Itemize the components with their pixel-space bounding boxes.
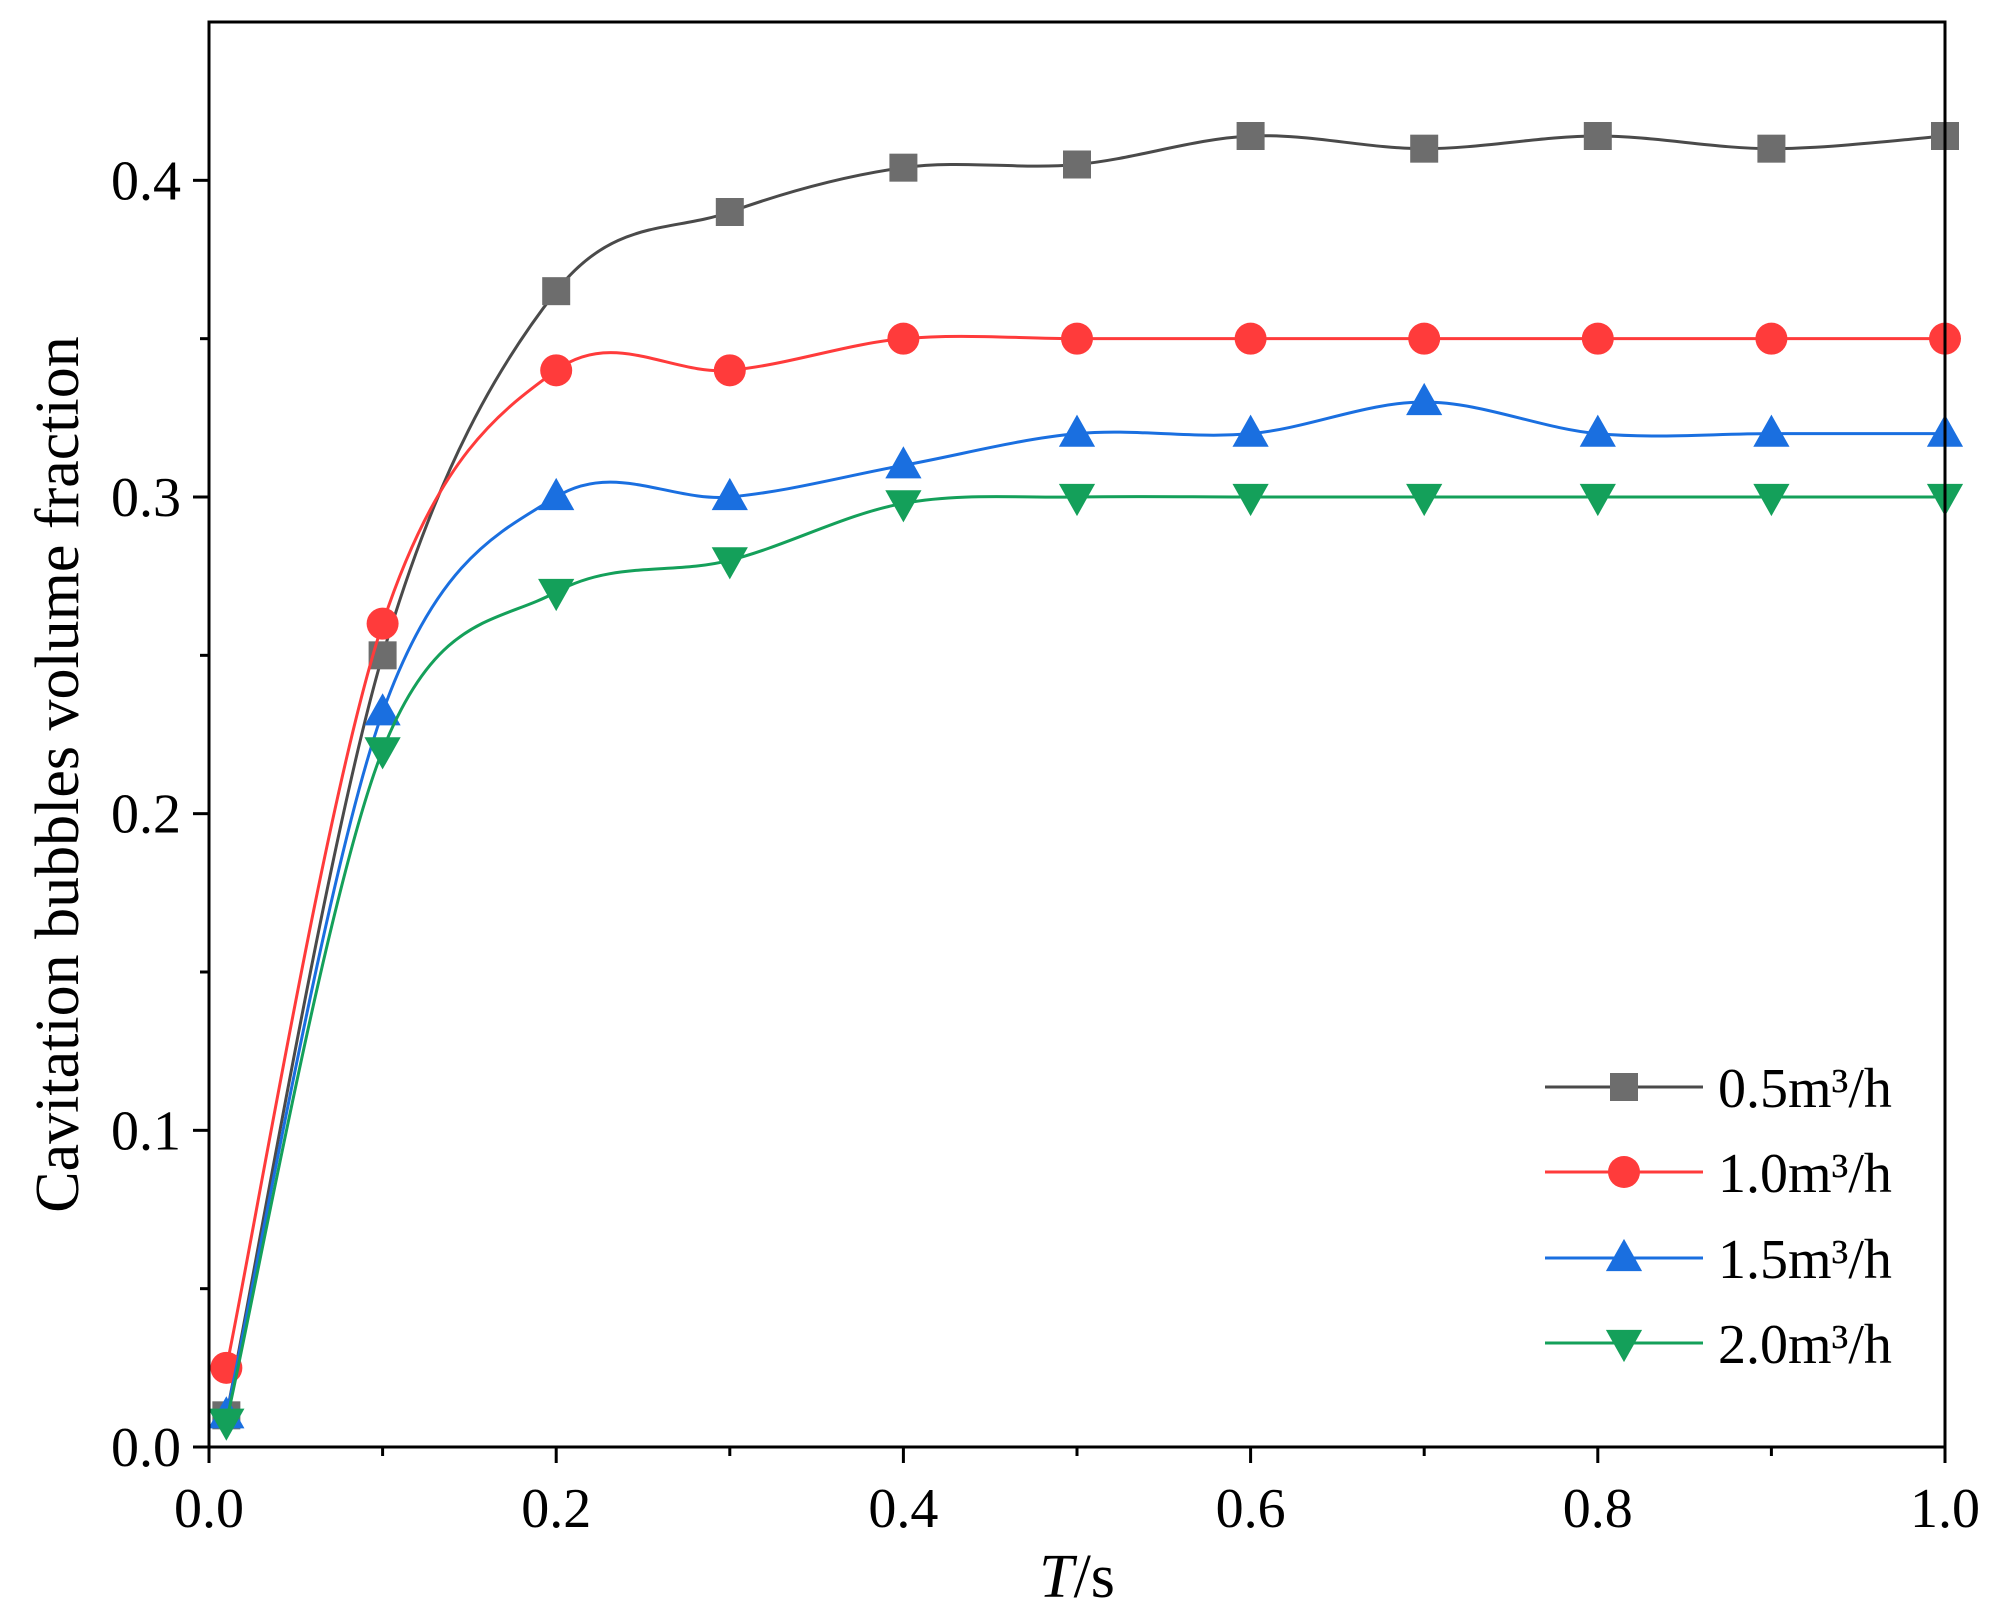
data-point-1-6 (1234, 322, 1267, 355)
axes-layer: 0.0 0.2 0.4 0.6 0.8 1.0 0.0 0.1 0.2 0.3 0.4 T/s Cavi… (24, 20, 1980, 1611)
data-point-3-4 (885, 490, 922, 523)
y-axis-title: Cavitation bubbles volume fraction (24, 336, 92, 1212)
y-tick-label: 0.3 (111, 467, 181, 529)
x-tick-label: 0.0 (174, 1478, 244, 1540)
data-point-2-7 (1406, 382, 1443, 416)
data-point-0-6 (1236, 122, 1265, 150)
x-tick-label: 1.0 (1910, 1478, 1980, 1540)
legend-label: 0.5m³/h (1718, 1058, 1892, 1120)
data-point-3-3 (711, 547, 748, 580)
series-layer (208, 122, 1964, 1441)
legend: 0.5m³/h 1.0m³/h 1.5m³/h 2.0m³/h (1545, 1058, 1892, 1376)
data-point-1-9 (1755, 322, 1788, 355)
data-point-3-7 (1406, 483, 1443, 517)
data-point-1-4 (887, 322, 920, 355)
legend-item-0: 0.5m³/h (1545, 1058, 1892, 1120)
data-point-3-6 (1232, 483, 1269, 517)
data-point-1-7 (1408, 322, 1441, 355)
data-point-0-9 (1757, 134, 1786, 163)
data-point-2-1 (364, 693, 401, 726)
y-tick-label: 0.4 (111, 150, 181, 212)
data-point-1-3 (713, 354, 746, 387)
data-point-0-4 (889, 153, 918, 182)
data-point-0-5 (1063, 150, 1091, 179)
data-point-2-9 (1753, 414, 1790, 447)
data-point-2-4 (885, 446, 922, 479)
legend-item-2: 1.5m³/h (1545, 1229, 1892, 1291)
data-point-3-8 (1579, 483, 1616, 517)
data-point-3-1 (364, 737, 401, 770)
legend-label: 2.0m³/h (1718, 1314, 1892, 1376)
series-0 (212, 122, 1959, 1430)
data-point-3-9 (1753, 483, 1790, 517)
x-tick-label: 0.2 (521, 1478, 591, 1540)
data-point-2-3 (711, 477, 748, 511)
x-axis-title: T/s (1039, 1543, 1115, 1611)
data-point-1-2 (540, 354, 573, 387)
legend-marker (1608, 1156, 1640, 1188)
series-2 (208, 382, 1964, 1429)
legend-marker (1605, 1238, 1643, 1272)
series-1 (210, 322, 1961, 1384)
data-point-1-1 (366, 607, 399, 640)
y-tick-label: 0.1 (111, 1100, 181, 1162)
data-point-2-6 (1232, 414, 1269, 447)
data-point-0-2 (542, 277, 571, 306)
data-point-3-2 (538, 578, 575, 612)
data-point-3-0 (208, 1408, 245, 1441)
x-tick-label: 0.8 (1563, 1478, 1633, 1540)
x-axis-title-symbol: T (1039, 1543, 1078, 1611)
legend-label: 1.5m³/h (1718, 1229, 1892, 1291)
data-point-2-2 (538, 477, 575, 511)
data-point-0-3 (715, 198, 744, 226)
x-tick-label: 0.4 (868, 1478, 938, 1540)
y-tick-label: 0.0 (111, 1417, 181, 1479)
legend-label: 1.0m³/h (1718, 1143, 1892, 1205)
data-point-2-8 (1579, 414, 1616, 447)
legend-marker (1605, 1329, 1643, 1363)
data-point-1-8 (1581, 322, 1614, 355)
x-tick-label: 0.6 (1216, 1478, 1286, 1540)
data-point-2-5 (1058, 414, 1096, 447)
y-tick-label: 0.2 (111, 784, 181, 846)
legend-item-3: 2.0m³/h (1545, 1314, 1892, 1376)
x-axis-title-unit: /s (1074, 1543, 1115, 1611)
data-point-3-5 (1058, 483, 1096, 517)
data-point-0-8 (1583, 122, 1612, 150)
legend-item-1: 1.0m³/h (1545, 1143, 1892, 1205)
series-3 (208, 483, 1964, 1441)
legend-marker (1610, 1073, 1638, 1101)
data-point-0-7 (1410, 134, 1439, 163)
data-point-1-5 (1061, 322, 1093, 355)
